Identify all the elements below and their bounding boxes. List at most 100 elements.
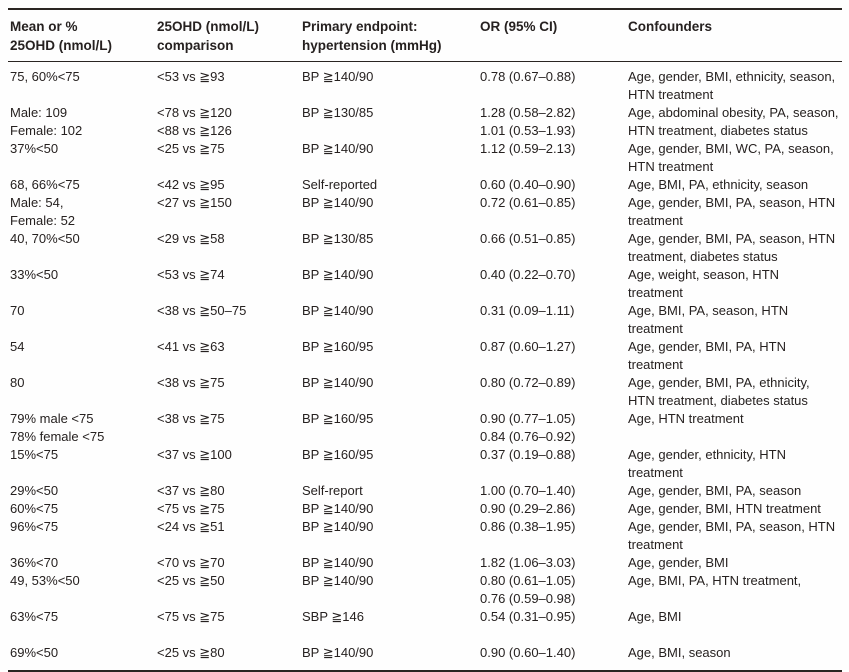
cell-line: Self-report [302,483,363,498]
cell-line: <42 vs ≧95 [157,177,225,192]
table-cell: 0.90 (0.77–1.05) 0.84 (0.76–0.92) [480,410,628,446]
col-header-line: Mean or % [10,19,78,34]
cell-line: 0.90 (0.77–1.05) [480,411,576,426]
cell-line: treatment [628,321,683,336]
table-cell: Age, abdominal obesity, PA, season, HTN t… [628,104,842,140]
table-cell: <24 vs ≧51 [157,518,302,554]
cell-line: 29%<50 [10,483,59,498]
table-cell: 60%<75 [8,500,157,518]
table-row: 29%<50 <37 vs ≧80 Self-report 1.00 (0.70–1.… [8,482,842,500]
table-cell: 1.00 (0.70–1.40) [480,482,628,500]
table-cell: Age, BMI, PA, ethnicity, season [628,176,842,194]
cell-line: 0.72 (0.61–0.85) [480,195,576,210]
table-row: 96%<75 <24 vs ≧51 BP ≧140/90 0.86 (0.38–1.9… [8,518,842,554]
table-cell: Age, HTN treatment [628,410,842,446]
table-cell: <41 vs ≧63 [157,338,302,374]
table-row: 60%<75 <75 vs ≧75 BP ≧140/90 0.90 (0.29–2.8… [8,500,842,518]
table-cell: <53 vs ≧93 [157,62,302,105]
col-header-25ohd-comparison: 25OHD (nmol/L) comparison [157,9,302,62]
table-cell: <37 vs ≧80 [157,482,302,500]
cell-line: 0.80 (0.72–0.89) [480,375,576,390]
cell-line: 63%<75 [10,609,59,624]
table-cell: 0.40 (0.22–0.70) [480,266,628,302]
cell-line: <38 vs ≧50–75 [157,303,247,318]
table-cell: 40, 70%<50 [8,230,157,266]
table-cell: 36%<70 [8,554,157,572]
table-cell: Age, gender, BMI [628,554,842,572]
cell-line: Age, gender, BMI, ethnicity, season, [628,69,836,84]
cell-line: <24 vs ≧51 [157,519,225,534]
cell-line: 79% male <75 [10,411,94,426]
table-cell: Age, BMI [628,608,842,644]
cell-line: Female: 102 [10,123,83,138]
table-cell: BP ≧140/90 [302,644,480,671]
table-cell: Age, gender, BMI, PA, season [628,482,842,500]
cell-line: Age, gender, BMI, PA, HTN [628,339,786,354]
cell-line: <29 vs ≧58 [157,231,225,246]
cell-line: HTN treatment [628,87,714,102]
table-cell: 0.80 (0.72–0.89) [480,374,628,410]
table-cell: 0.86 (0.38–1.95) [480,518,628,554]
cell-line: <27 vs ≧150 [157,195,232,210]
table-row: 15%<75 <37 vs ≧100 BP ≧160/95 0.37 (0.19–0.… [8,446,842,482]
table-cell: Age, gender, ethnicity, HTN treatment [628,446,842,482]
cell-line: 1.82 (1.06–3.03) [480,555,576,570]
table-cell: BP ≧140/90 [302,266,480,302]
cell-line: Age, BMI, PA, ethnicity, season [628,177,809,192]
cell-line: 68, 66%<75 [10,177,80,192]
cell-line: BP ≧140/90 [302,645,374,660]
table-row: 80 <38 vs ≧75 BP ≧140/90 0.80 (0.72–0.89) Ag… [8,374,842,410]
cell-line: Age, gender, BMI, PA, season, HTN [628,231,836,246]
cell-line: 0.66 (0.51–0.85) [480,231,576,246]
cell-line: 75, 60%<75 [10,69,80,84]
cell-line: 0.86 (0.38–1.95) [480,519,576,534]
cell-line: HTN treatment, diabetes status [628,393,808,408]
cell-line: <37 vs ≧100 [157,447,232,462]
table-cell: <53 vs ≧74 [157,266,302,302]
table-cell: Age, gender, BMI, PA, ethnicity, HTN trea… [628,374,842,410]
cell-line: 1.00 (0.70–1.40) [480,483,576,498]
table-cell: 68, 66%<75 [8,176,157,194]
table-cell: BP ≧140/90 [302,374,480,410]
table-body: 75, 60%<75 <53 vs ≧93 BP ≧140/90 0.78 (0.67… [8,62,842,672]
cell-line: Female: 52 [10,213,76,228]
table-cell: Age, gender, BMI, ethnicity, season, HTN … [628,62,842,105]
cell-line: Male: 54, [10,195,64,210]
table-cell: 0.66 (0.51–0.85) [480,230,628,266]
col-header-line: 25OHD (nmol/L) [157,19,260,34]
cell-line: BP ≧140/90 [302,303,374,318]
cell-line: <25 vs ≧80 [157,645,225,660]
cell-line: treatment [628,213,683,228]
table-cell: 33%<50 [8,266,157,302]
table-cell: <25 vs ≧50 [157,572,302,608]
col-header-line: Confounders [628,19,712,34]
cell-line: <75 vs ≧75 [157,609,225,624]
table-cell: 70 [8,302,157,338]
table-row: 69%<50 <25 vs ≧80 BP ≧140/90 0.90 (0.60–1.4… [8,644,842,671]
col-header-primary-endpoint: Primary endpoint: hypertension (mmHg) [302,9,480,62]
table-cell: 29%<50 [8,482,157,500]
cell-line: treatment [628,465,683,480]
cell-line: Age, gender, ethnicity, HTN [628,447,787,462]
cell-line: BP ≧140/90 [302,375,374,390]
table-row: 40, 70%<50 <29 vs ≧58 BP ≧130/85 0.66 (0.51… [8,230,842,266]
cell-line: Age, gender, BMI, PA, season, HTN [628,195,836,210]
table-cell: 49, 53%<50 [8,572,157,608]
table-cell: <38 vs ≧75 [157,374,302,410]
cell-line: BP ≧140/90 [302,555,374,570]
cell-line: BP ≧140/90 [302,141,374,156]
cell-line: <78 vs ≧120 [157,105,232,120]
table-cell: 96%<75 [8,518,157,554]
table-cell: 54 [8,338,157,374]
table-header-row: Mean or % 25OHD (nmol/L) 25OHD (nmol/L) … [8,9,842,62]
cell-line: HTN treatment, diabetes status [628,123,808,138]
cell-line: 33%<50 [10,267,59,282]
cell-line: 69%<50 [10,645,59,660]
cell-line: 0.90 (0.29–2.86) [480,501,576,516]
table-row: 63%<75 <75 vs ≧75 SBP ≧146 0.54 (0.31–0.95)… [8,608,842,644]
table-row: Male: 54, Female: 52 <27 vs ≧150 BP ≧140/90… [8,194,842,230]
table-cell: 63%<75 [8,608,157,644]
cell-line: <38 vs ≧75 [157,411,225,426]
table-cell: <29 vs ≧58 [157,230,302,266]
